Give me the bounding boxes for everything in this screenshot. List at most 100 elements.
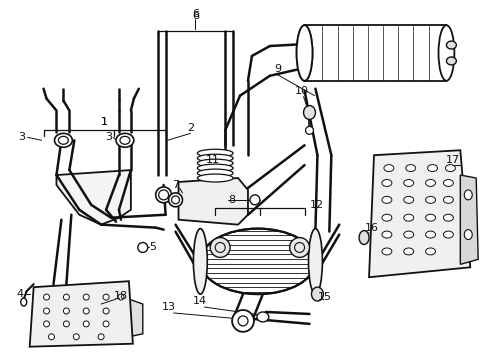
Ellipse shape: [404, 196, 414, 203]
Ellipse shape: [257, 312, 269, 322]
Ellipse shape: [210, 238, 230, 257]
Ellipse shape: [296, 25, 313, 81]
Ellipse shape: [359, 231, 369, 244]
Ellipse shape: [404, 231, 414, 238]
Text: 1: 1: [100, 117, 108, 127]
Circle shape: [63, 308, 70, 314]
Polygon shape: [30, 281, 133, 347]
Text: 7: 7: [172, 180, 179, 190]
Ellipse shape: [406, 165, 416, 172]
Ellipse shape: [232, 310, 254, 332]
Ellipse shape: [197, 174, 233, 182]
Polygon shape: [369, 150, 470, 277]
Text: 11: 11: [206, 155, 220, 165]
Circle shape: [259, 313, 267, 321]
Ellipse shape: [446, 57, 456, 65]
Polygon shape: [178, 178, 248, 225]
Ellipse shape: [426, 231, 436, 238]
Ellipse shape: [197, 159, 233, 167]
Circle shape: [49, 334, 54, 340]
Ellipse shape: [309, 229, 322, 294]
Ellipse shape: [382, 214, 392, 221]
Ellipse shape: [197, 164, 233, 172]
Ellipse shape: [443, 214, 453, 221]
Circle shape: [103, 321, 109, 327]
Ellipse shape: [200, 229, 316, 294]
Text: 4: 4: [16, 289, 24, 299]
Circle shape: [361, 235, 367, 240]
Ellipse shape: [54, 133, 73, 147]
Text: 15: 15: [318, 292, 331, 302]
Text: 5: 5: [149, 243, 156, 252]
Ellipse shape: [312, 287, 323, 301]
Text: 8: 8: [228, 195, 236, 205]
Ellipse shape: [446, 41, 456, 49]
Text: 16: 16: [365, 222, 379, 233]
Polygon shape: [56, 170, 131, 225]
Ellipse shape: [21, 298, 26, 306]
Polygon shape: [460, 175, 478, 264]
Circle shape: [118, 294, 124, 300]
Ellipse shape: [290, 238, 310, 257]
Ellipse shape: [197, 154, 233, 162]
Ellipse shape: [296, 25, 313, 81]
Bar: [305, 25, 446, 81]
Ellipse shape: [404, 248, 414, 255]
Text: 6: 6: [192, 9, 199, 19]
Ellipse shape: [426, 248, 436, 255]
Ellipse shape: [443, 180, 453, 186]
Ellipse shape: [426, 180, 436, 186]
Ellipse shape: [382, 196, 392, 203]
Circle shape: [74, 334, 79, 340]
Circle shape: [44, 294, 49, 300]
Circle shape: [314, 290, 321, 298]
Ellipse shape: [465, 230, 472, 239]
Text: 18: 18: [114, 291, 128, 301]
Ellipse shape: [306, 126, 314, 134]
Text: 2: 2: [187, 123, 194, 134]
Circle shape: [140, 244, 146, 251]
Text: 9: 9: [274, 64, 281, 74]
Circle shape: [63, 321, 70, 327]
Text: 13: 13: [162, 302, 175, 312]
Circle shape: [63, 294, 70, 300]
Ellipse shape: [404, 180, 414, 186]
Ellipse shape: [428, 165, 438, 172]
Ellipse shape: [439, 25, 454, 81]
Ellipse shape: [194, 229, 207, 294]
Ellipse shape: [382, 231, 392, 238]
Ellipse shape: [156, 187, 171, 203]
Polygon shape: [129, 299, 143, 337]
Ellipse shape: [382, 248, 392, 255]
Text: 1: 1: [100, 117, 108, 127]
Text: 3: 3: [105, 132, 113, 142]
Ellipse shape: [426, 214, 436, 221]
Text: 3: 3: [18, 132, 25, 142]
Ellipse shape: [116, 133, 134, 147]
Ellipse shape: [404, 214, 414, 221]
Ellipse shape: [465, 190, 472, 200]
Ellipse shape: [250, 195, 260, 205]
Ellipse shape: [138, 243, 148, 252]
Circle shape: [83, 321, 89, 327]
Text: 17: 17: [446, 155, 461, 165]
Circle shape: [98, 334, 104, 340]
Ellipse shape: [382, 180, 392, 186]
Ellipse shape: [443, 196, 453, 203]
Circle shape: [44, 321, 49, 327]
Ellipse shape: [303, 105, 316, 120]
Ellipse shape: [426, 196, 436, 203]
Text: 12: 12: [310, 200, 323, 210]
Text: 10: 10: [294, 86, 309, 96]
Text: 14: 14: [193, 296, 207, 306]
Ellipse shape: [197, 149, 233, 157]
Circle shape: [103, 294, 109, 300]
Circle shape: [103, 308, 109, 314]
Text: 6: 6: [192, 11, 199, 21]
Ellipse shape: [384, 165, 394, 172]
Ellipse shape: [445, 165, 455, 172]
Circle shape: [44, 308, 49, 314]
Ellipse shape: [443, 231, 453, 238]
Circle shape: [83, 294, 89, 300]
Ellipse shape: [169, 193, 182, 207]
